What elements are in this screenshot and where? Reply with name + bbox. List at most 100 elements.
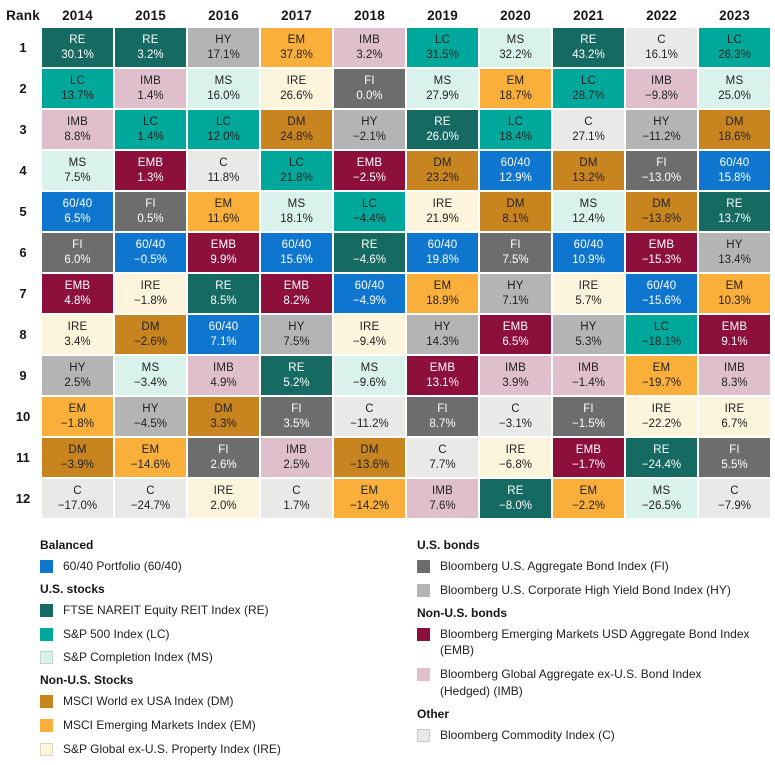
asset-return-value: −9.8% (645, 89, 678, 102)
asset-return-value: −14.6% (130, 458, 171, 471)
asset-return-value: 9.1% (721, 335, 748, 348)
asset-return-value: −19.7% (641, 376, 682, 389)
asset-ticker: 60/40 (354, 280, 385, 293)
asset-ticker: DM (214, 403, 233, 416)
return-cell-2016-rank4: C 11.8% (188, 151, 259, 190)
return-cell-2015-rank11: EM −14.6% (115, 438, 186, 477)
return-cell-2018-rank7: 60/40 −4.9% (334, 274, 405, 313)
rank-label: 10 (15, 409, 31, 424)
return-cell-2015-rank8: DM −2.6% (115, 315, 186, 354)
asset-ticker: C (438, 444, 447, 457)
asset-ticker: IRE (213, 485, 234, 498)
asset-ticker: DM (68, 444, 87, 457)
asset-ticker: EM (579, 485, 598, 498)
asset-return-value: −2.5% (353, 171, 386, 184)
return-cell-2018-rank8: IRE −9.4% (334, 315, 405, 354)
legend-column-left: Balanced 60/40 Portfolio (60/40) U.S. stoc… (40, 538, 417, 765)
return-cell-2018-rank11: DM −13.6% (334, 438, 405, 477)
rank-label: 6 (19, 245, 27, 260)
asset-ticker: IRE (140, 280, 161, 293)
rank-label: 12 (15, 491, 31, 506)
asset-ticker: RE (434, 116, 451, 129)
column-header-year: 2021 (573, 7, 604, 23)
legend-item-label: Bloomberg U.S. Corporate High Yield Bond… (440, 582, 731, 597)
asset-ticker: LC (434, 34, 451, 47)
asset-return-value: −4.6% (353, 253, 386, 266)
asset-ticker: IRE (286, 75, 307, 88)
asset-ticker: 60/40 (281, 239, 312, 252)
rank-label: 8 (19, 327, 27, 342)
asset-return-value: 18.1% (280, 212, 313, 225)
asset-ticker: DM (579, 157, 598, 170)
asset-return-value: 23.2% (426, 171, 459, 184)
return-cell-2019-rank9: EMB 13.1% (407, 356, 478, 395)
asset-return-value: 13.7% (718, 212, 751, 225)
return-cell-2021-rank10: FI −1.5% (553, 397, 624, 436)
return-cell-2014-rank9: HY 2.5% (42, 356, 113, 395)
legend-item-ms: S&P Completion Index (MS) (40, 649, 417, 666)
rank-label: 2 (19, 81, 27, 96)
asset-return-value: 7.1% (210, 335, 237, 348)
asset-ticker: FI (437, 403, 448, 416)
return-cell-2015-rank1: RE 3.2% (115, 28, 186, 67)
asset-return-value: 5.5% (721, 458, 748, 471)
return-cell-2020-rank6: FI 7.5% (480, 233, 551, 272)
asset-ticker: LC (580, 75, 597, 88)
legend-item-label: Bloomberg U.S. Aggregate Bond Index (FI) (440, 559, 669, 573)
asset-return-value: 5.7% (575, 294, 602, 307)
legend-swatch-hy (417, 583, 430, 597)
return-cell-2016-rank2: MS 16.0% (188, 69, 259, 108)
return-cell-2017-rank2: IRE 26.6% (261, 69, 332, 108)
asset-ticker: EM (287, 34, 306, 47)
legend-item-c: Bloomberg Commodity Index (C) (417, 727, 770, 744)
asset-return-value: 24.8% (280, 130, 313, 143)
legend-group-header: Balanced (40, 538, 94, 552)
return-cell-2015-rank6: 60/40 −0.5% (115, 233, 186, 272)
return-cell-2022-rank9: EM −19.7% (626, 356, 697, 395)
asset-return-value: 13.1% (426, 376, 459, 389)
asset-ticker: IMB (504, 362, 527, 375)
return-cell-2020-rank11: IRE −6.8% (480, 438, 551, 477)
return-cell-2017-rank4: LC 21.8% (261, 151, 332, 190)
asset-ticker: IRE (505, 444, 526, 457)
return-cell-2014-rank10: EM −1.8% (42, 397, 113, 436)
asset-ticker: IRE (432, 198, 453, 211)
asset-ticker: C (219, 157, 228, 170)
return-cell-2023-rank9: IMB 8.3% (699, 356, 770, 395)
asset-return-value: 13.2% (572, 171, 605, 184)
asset-return-value: −2.2% (572, 499, 605, 512)
asset-return-value: 26.3% (718, 48, 751, 61)
asset-return-value: −7.9% (718, 499, 751, 512)
column-header-year: 2020 (500, 7, 531, 23)
asset-return-value: 3.2% (356, 48, 383, 61)
asset-ticker: C (730, 485, 739, 498)
return-cell-2021-rank8: HY 5.3% (553, 315, 624, 354)
asset-return-value: −15.6% (641, 294, 682, 307)
return-cell-2019-rank1: LC 31.5% (407, 28, 478, 67)
return-cell-2023-rank1: LC 26.3% (699, 28, 770, 67)
asset-ticker: EMB (356, 157, 383, 170)
legend-item-label: S&P 500 Index (LC) (63, 626, 170, 641)
asset-ticker: MS (506, 34, 525, 47)
return-cell-2020-rank2: EM 18.7% (480, 69, 551, 108)
return-cell-2015-rank2: IMB 1.4% (115, 69, 186, 108)
return-cell-2016-rank1: HY 17.1% (188, 28, 259, 67)
return-cell-2018-rank3: HY −2.1% (334, 110, 405, 149)
return-cell-2020-rank5: DM 8.1% (480, 192, 551, 231)
legend-swatch-ire (40, 742, 53, 756)
legend-column-right: U.S. bonds Bloomberg U.S. Aggregate Bond … (417, 538, 770, 765)
legend-swatch-re (40, 603, 53, 617)
asset-ticker: RE (580, 34, 597, 47)
asset-ticker: HY (580, 321, 597, 334)
asset-return-value: 1.3% (137, 171, 164, 184)
return-cell-2015-rank4: EMB 1.3% (115, 151, 186, 190)
asset-return-value: 1.4% (137, 130, 164, 143)
asset-return-value: 10.9% (572, 253, 605, 266)
asset-ticker: RE (142, 34, 159, 47)
asset-return-value: 18.9% (426, 294, 459, 307)
return-cell-2018-rank1: IMB 3.2% (334, 28, 405, 67)
rank-label: 1 (19, 40, 27, 55)
asset-ticker: FI (72, 239, 83, 252)
asset-return-value: 15.8% (718, 171, 751, 184)
asset-return-value: 28.7% (572, 89, 605, 102)
